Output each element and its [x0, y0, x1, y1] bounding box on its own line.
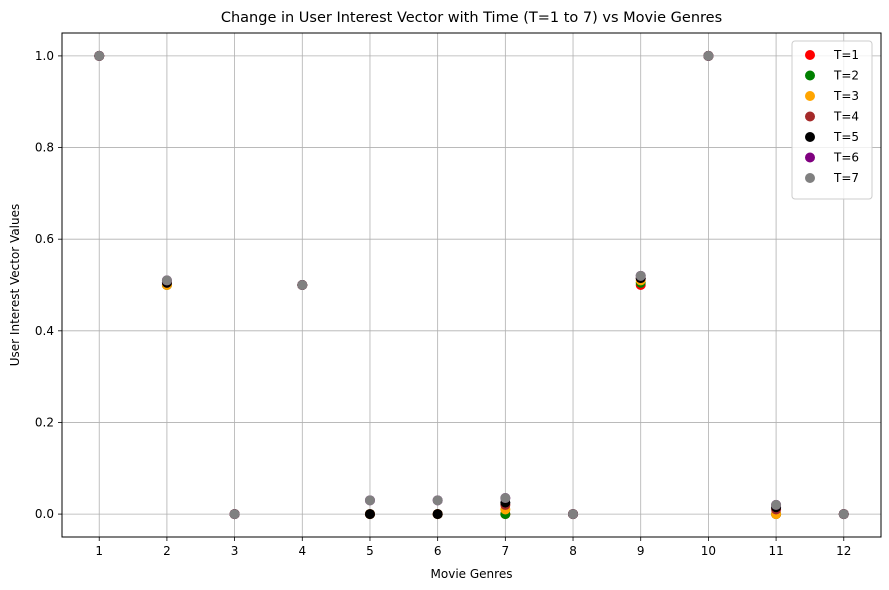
legend-marker [805, 173, 815, 183]
series-t7 [94, 50, 849, 520]
x-axis-title: Movie Genres [431, 567, 513, 581]
y-axis-title: User Interest Vector Values [8, 204, 22, 366]
legend-label: T=4 [833, 110, 859, 124]
x-tick-label: 2 [163, 544, 171, 558]
legend-marker [805, 132, 815, 142]
legend-label: T=1 [833, 48, 859, 62]
scatter-point [94, 50, 105, 61]
x-tick-label: 7 [502, 544, 510, 558]
y-tick-label: 0.0 [35, 507, 54, 521]
scatter-point [500, 493, 511, 504]
scatter-point [161, 275, 172, 286]
legend-label: T=3 [833, 89, 859, 103]
x-tick-label: 10 [701, 544, 716, 558]
y-tick-label: 0.8 [35, 141, 54, 155]
x-tick-label: 6 [434, 544, 442, 558]
legend-marker [805, 70, 815, 81]
ticks-layer: 1 2 3 4 5 6 7 8 9 10 11 120.00.20.40.60.81.0 [35, 49, 852, 558]
legend: T=1 T=2 T=3 T=4 T=5 T=6 T=7 [791, 40, 873, 200]
x-tick-label: 3 [231, 544, 239, 558]
x-tick-label: 5 [366, 544, 374, 558]
x-tick-label: 12 [836, 544, 851, 558]
y-tick-label: 1.0 [35, 49, 54, 63]
legend-label: T=6 [833, 151, 859, 165]
chart-title: Change in User Interest Vector with Time… [221, 10, 722, 26]
x-tick-label: 8 [569, 544, 577, 558]
y-tick-label: 0.2 [35, 415, 54, 429]
scatter-point [838, 509, 849, 520]
scatter-point [771, 499, 782, 510]
y-tick-label: 0.6 [35, 232, 54, 246]
legend-marker [805, 50, 815, 60]
legend-marker [805, 152, 815, 163]
x-tick-label: 9 [637, 544, 645, 558]
x-tick-label: 11 [768, 544, 783, 558]
scatter-point [432, 495, 443, 506]
scatter-point [635, 270, 646, 281]
x-tick-label: 4 [298, 544, 306, 558]
x-tick-label: 1 [95, 544, 103, 558]
scatter-point [297, 280, 308, 290]
scatter-point [432, 509, 443, 520]
legend-label: T=7 [833, 171, 859, 185]
legend-marker [805, 111, 815, 122]
legend-marker [805, 91, 815, 101]
plot-frame [61, 32, 882, 538]
scatter-point [364, 509, 375, 520]
scatter-point [229, 509, 240, 520]
scatter-point [703, 50, 714, 61]
legend-box [791, 40, 873, 200]
legend-label: T=5 [833, 130, 859, 144]
scatter-point [364, 495, 375, 506]
points-layer [94, 50, 849, 520]
scatter-point [568, 509, 579, 520]
y-tick-label: 0.4 [35, 324, 54, 338]
legend-label: T=2 [833, 69, 859, 83]
